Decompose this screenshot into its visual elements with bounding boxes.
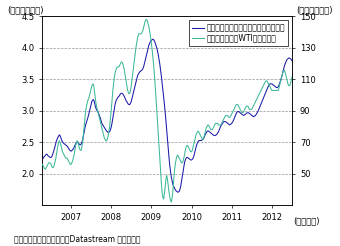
Text: (ドル／ガロン): (ドル／ガロン) [7,6,44,15]
Text: (ドル／バレル): (ドル／バレル) [296,6,332,15]
Text: (年、週次): (年、週次) [293,217,320,226]
Text: 資料：米国エネルギー省、Datastream から作成。: 資料：米国エネルギー省、Datastream から作成。 [14,234,140,244]
Legend: レギュラーガソリン小売価格（左軸）, 原油先物価格（WTI）（右軸）: レギュラーガソリン小売価格（左軸）, 原油先物価格（WTI）（右軸） [189,20,288,46]
